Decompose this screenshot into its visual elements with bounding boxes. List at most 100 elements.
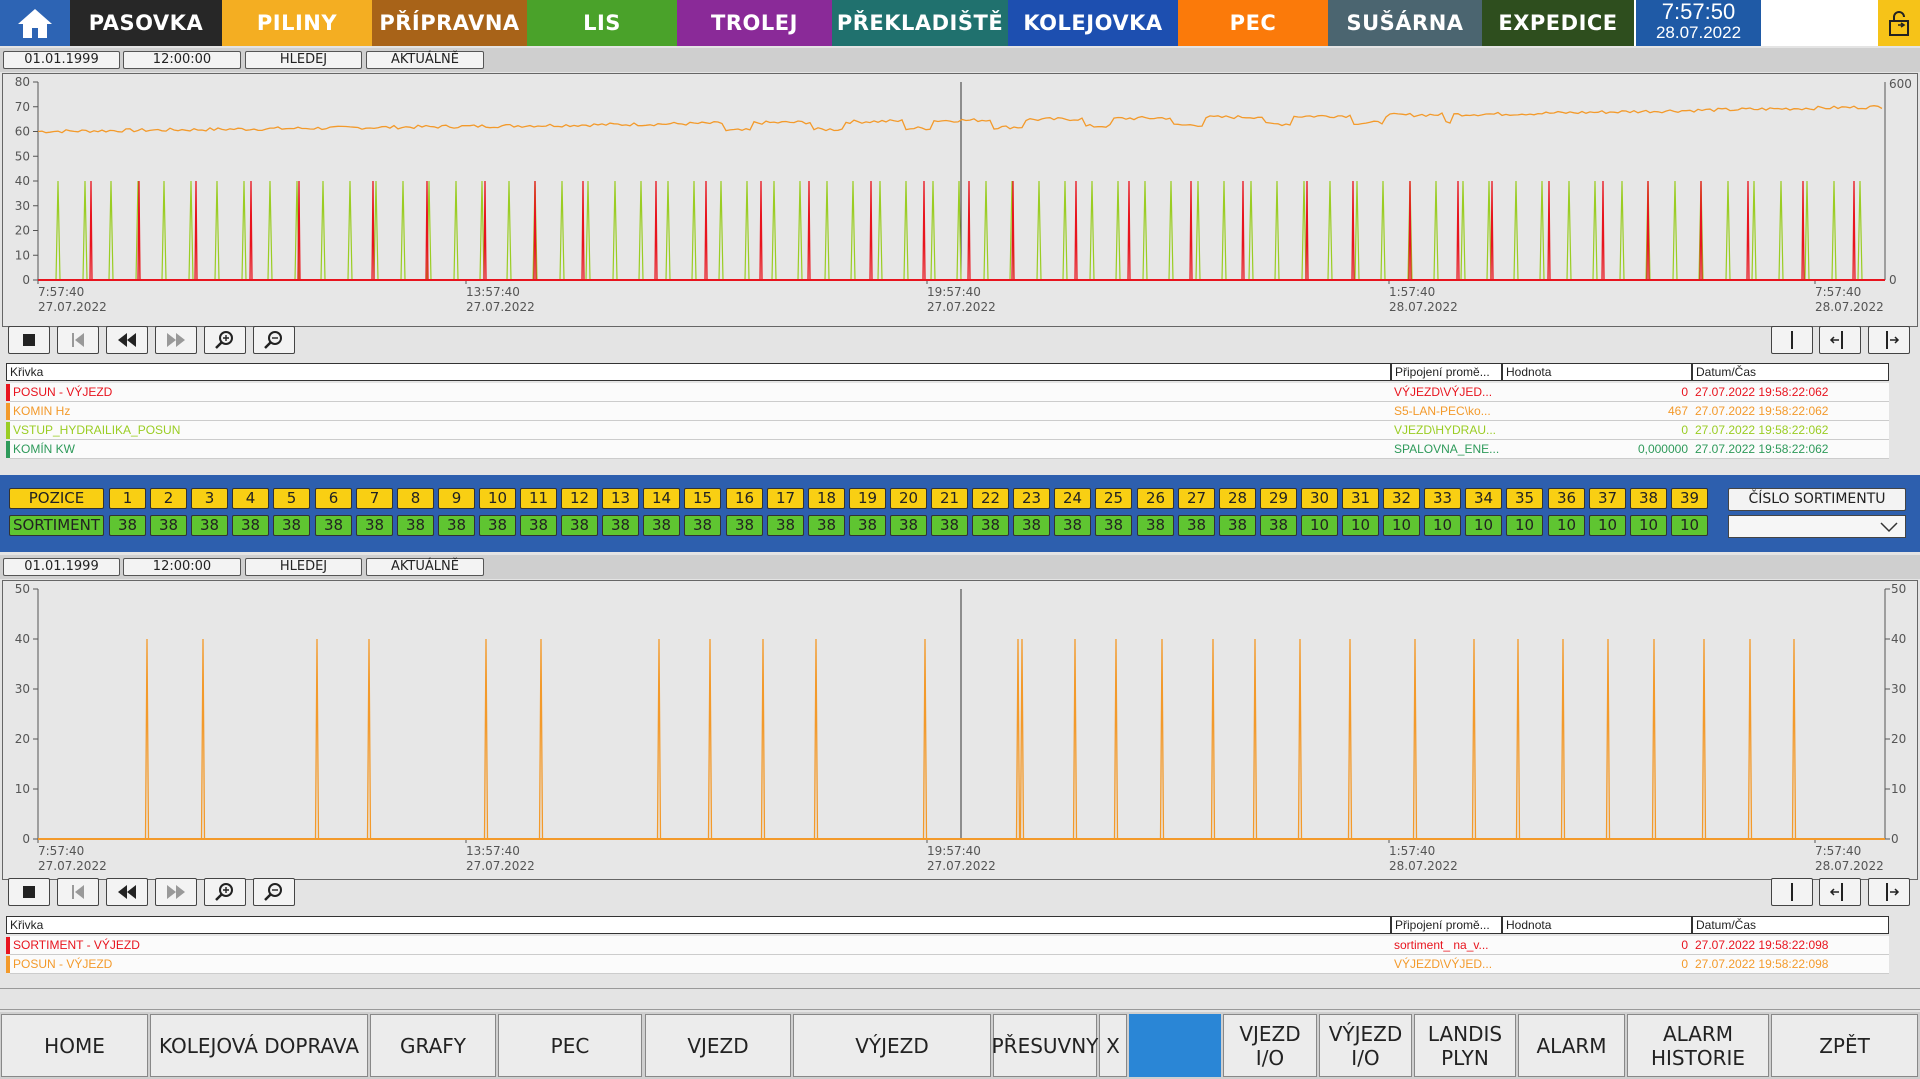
tab-5[interactable]: PŘEKLADIŠTĚ	[832, 0, 1008, 46]
position-number[interactable]: 36	[1548, 488, 1585, 509]
home-button[interactable]	[0, 0, 70, 46]
table-row[interactable]: POSUN - VÝJEZD VÝJEZD\VÝJED... 0 27.07.2022…	[6, 955, 1889, 974]
sortiment-value[interactable]: 38	[273, 515, 310, 536]
sortiment-value[interactable]: 38	[109, 515, 146, 536]
logout-button[interactable]	[1878, 0, 1920, 46]
sortiment-value[interactable]: 38	[602, 515, 639, 536]
position-number[interactable]: 25	[1095, 488, 1132, 509]
sortiment-value[interactable]: 10	[1424, 515, 1461, 536]
trend2-skip-start-button[interactable]	[57, 878, 99, 906]
table-row[interactable]: VSTUP_HYDRAILIKA_POSUN VJEZD\HYDRAU... 0 27…	[6, 421, 1889, 440]
position-number[interactable]: 10	[479, 488, 516, 509]
sortiment-value[interactable]: 10	[1671, 515, 1708, 536]
trend1-skip-start-button[interactable]	[57, 326, 99, 354]
sortiment-value[interactable]: 38	[520, 515, 557, 536]
tab-2[interactable]: PŘÍPRAVNA	[372, 0, 527, 46]
trend2-zoom-out-button[interactable]	[253, 878, 295, 906]
sortiment-value[interactable]: 38	[232, 515, 269, 536]
trend2-zoom-in-button[interactable]	[204, 878, 246, 906]
trend1-search-button[interactable]: HLEDEJ	[245, 51, 362, 69]
bottom-nav-1[interactable]: KOLEJOVÁ DOPRAVA	[150, 1014, 368, 1077]
position-number[interactable]: 34	[1465, 488, 1502, 509]
position-number[interactable]: 11	[520, 488, 557, 509]
sortiment-value[interactable]: 10	[1630, 515, 1667, 536]
sortiment-value[interactable]: 38	[356, 515, 393, 536]
position-number[interactable]: 8	[397, 488, 434, 509]
trend1-time-field[interactable]: 12:00:00	[123, 51, 241, 69]
position-number[interactable]: 5	[273, 488, 310, 509]
tab-1[interactable]: PILINY	[222, 0, 372, 46]
pozice-label[interactable]: POZICE	[9, 488, 104, 509]
sortiment-value[interactable]: 10	[1342, 515, 1379, 536]
sortiment-value[interactable]: 10	[1465, 515, 1502, 536]
trend1-cursor-left-button[interactable]	[1819, 326, 1861, 354]
sortiment-value[interactable]: 10	[1506, 515, 1543, 536]
bottom-nav-7[interactable]: X	[1099, 1014, 1127, 1077]
sortiment-value[interactable]: 38	[315, 515, 352, 536]
trend2-fast-forward-button[interactable]	[155, 878, 197, 906]
tab-4[interactable]: TROLEJ	[677, 0, 832, 46]
sortiment-value[interactable]: 38	[1178, 515, 1215, 536]
position-number[interactable]: 39	[1671, 488, 1708, 509]
position-number[interactable]: 7	[356, 488, 393, 509]
position-number[interactable]: 30	[1301, 488, 1338, 509]
sortiment-value[interactable]: 38	[1095, 515, 1132, 536]
bottom-nav-14[interactable]: ZPĚT	[1771, 1014, 1918, 1077]
position-number[interactable]: 20	[890, 488, 927, 509]
sortiment-value[interactable]: 10	[1589, 515, 1626, 536]
tab-6[interactable]: KOLEJOVKA	[1008, 0, 1178, 46]
trend2-cursor-button[interactable]	[1771, 878, 1813, 906]
sortiment-value[interactable]: 38	[684, 515, 721, 536]
bottom-nav-13[interactable]: ALARM HISTORIE	[1627, 1014, 1769, 1077]
bottom-nav-0[interactable]: HOME	[1, 1014, 148, 1077]
sortiment-value[interactable]: 38	[643, 515, 680, 536]
bottom-nav-10[interactable]: VÝJEZD I/O	[1319, 1014, 1412, 1077]
trend1-zoom-in-button[interactable]	[204, 326, 246, 354]
table-row[interactable]: KOMÍN KW SPALOVNA_ENE... 0,000000 27.07.202…	[6, 440, 1889, 459]
tab-8[interactable]: SUŠÁRNA	[1328, 0, 1482, 46]
position-number[interactable]: 32	[1383, 488, 1420, 509]
bottom-nav-2[interactable]: GRAFY	[370, 1014, 496, 1077]
trend2-chart[interactable]: 50 40 30 20 10 0 50 40 30 20 10 0 7:57:40 27.07.2022 1…	[2, 580, 1918, 880]
sortiment-value[interactable]: 38	[561, 515, 598, 536]
sortiment-value[interactable]: 38	[191, 515, 228, 536]
sortiment-value[interactable]: 38	[1260, 515, 1297, 536]
sortiment-value[interactable]: 38	[849, 515, 886, 536]
trend2-current-button[interactable]: AKTUÁLNĚ	[366, 558, 484, 576]
position-number[interactable]: 6	[315, 488, 352, 509]
bottom-nav-6[interactable]: PŘESUVNY	[992, 1014, 1098, 1077]
position-number[interactable]: 28	[1219, 488, 1256, 509]
bottom-nav-3[interactable]: PEC	[498, 1014, 642, 1077]
sortiment-value[interactable]: 38	[1054, 515, 1091, 536]
position-number[interactable]: 14	[643, 488, 680, 509]
trend1-chart[interactable]: 80 70 60 50 40 30 20 10 0 600 0 7:57:40 27.07.2022 13…	[2, 73, 1918, 327]
position-number[interactable]: 9	[438, 488, 475, 509]
trend2-date-field[interactable]: 01.01.1999	[3, 558, 120, 576]
trend1-rewind-button[interactable]	[106, 326, 148, 354]
position-number[interactable]: 18	[808, 488, 845, 509]
sortiment-value[interactable]: 38	[1013, 515, 1050, 536]
position-number[interactable]: 29	[1260, 488, 1297, 509]
position-number[interactable]: 22	[972, 488, 1009, 509]
table-row[interactable]: POSUN - VÝJEZD VÝJEZD\VÝJED... 0 27.07.2022…	[6, 383, 1889, 402]
tab-3[interactable]: LIS	[527, 0, 677, 46]
trend2-cursor-left-button[interactable]	[1819, 878, 1861, 906]
position-number[interactable]: 26	[1137, 488, 1174, 509]
trend1-cursor-button[interactable]	[1771, 326, 1813, 354]
sortiment-label[interactable]: SORTIMENT	[9, 515, 104, 536]
sortiment-value[interactable]: 38	[890, 515, 927, 536]
position-number[interactable]: 31	[1342, 488, 1379, 509]
position-number[interactable]: 21	[931, 488, 968, 509]
trend2-time-field[interactable]: 12:00:00	[123, 558, 241, 576]
position-number[interactable]: 13	[602, 488, 639, 509]
table-row[interactable]: SORTIMENT - VÝJEZD sortiment_ na_v... 0 27.…	[6, 936, 1889, 955]
trend2-rewind-button[interactable]	[106, 878, 148, 906]
trend1-stop-button[interactable]	[8, 326, 50, 354]
cislo-sortimentu-select[interactable]	[1728, 515, 1906, 538]
bottom-nav-5[interactable]: VÝJEZD	[793, 1014, 991, 1077]
position-number[interactable]: 3	[191, 488, 228, 509]
sortiment-value[interactable]: 38	[808, 515, 845, 536]
position-number[interactable]: 2	[150, 488, 187, 509]
position-number[interactable]: 23	[1013, 488, 1050, 509]
position-number[interactable]: 12	[561, 488, 598, 509]
